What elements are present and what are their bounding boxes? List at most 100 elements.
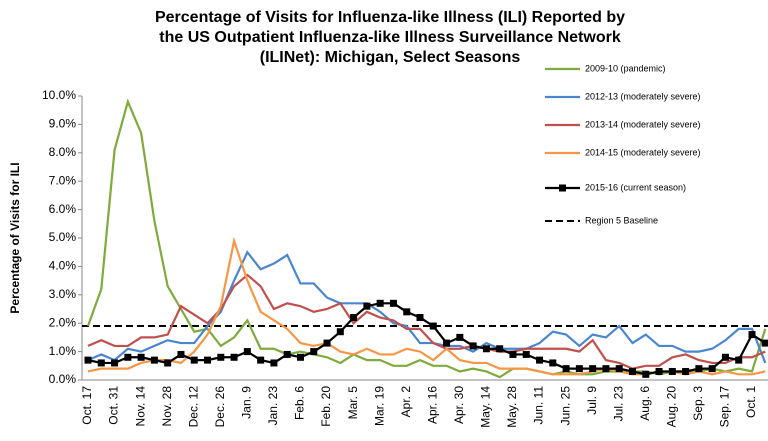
x-tick-label: Jun. 11 [532, 386, 546, 425]
y-tick-label: 7.0% [49, 173, 77, 187]
marker [124, 353, 132, 361]
marker [443, 339, 451, 347]
series-line [87, 236, 766, 376]
marker [150, 356, 158, 364]
marker [164, 359, 172, 367]
marker [562, 365, 570, 373]
x-tick-label: Sep. 17 [718, 386, 732, 428]
y-tick-label: 6.0% [49, 202, 77, 216]
marker [137, 353, 145, 361]
marker [628, 367, 636, 375]
x-tick-label: Oct. 1 [744, 386, 758, 418]
marker [376, 299, 384, 307]
x-tick-label: Jul. 9 [585, 386, 599, 415]
marker [695, 365, 703, 373]
marker [97, 359, 105, 367]
marker [429, 322, 437, 330]
y-tick-label: 1.0% [49, 344, 77, 358]
x-tick-label: Apr. 2 [399, 386, 413, 418]
marker [655, 367, 663, 375]
marker [496, 345, 504, 353]
x-tick-label: Dec. 12 [186, 386, 200, 428]
series-line [87, 302, 766, 376]
y-axis-label: Percentage of Visits for ILI [8, 162, 22, 313]
legend-text: 2012-13 (moderately severe) [585, 91, 701, 101]
y-tick-label: 8.0% [49, 145, 77, 159]
marker [642, 370, 650, 378]
x-tick-label: Aug. 6 [638, 386, 652, 421]
marker [668, 367, 676, 375]
x-tick-label: Dec. 26 [213, 386, 227, 428]
marker [283, 350, 291, 358]
marker [456, 333, 464, 341]
x-tick-label: Jul. 23 [611, 386, 625, 422]
marker [257, 356, 265, 364]
marker [735, 356, 743, 364]
y-tick-label: 5.0% [49, 230, 77, 244]
marker [204, 356, 212, 364]
marker [84, 356, 92, 364]
x-tick-label: Nov. 28 [160, 386, 174, 427]
series-line [87, 273, 766, 370]
legend-text: Region 5 Baseline [585, 215, 658, 225]
x-tick-label: Feb. 6 [293, 386, 307, 420]
marker [310, 348, 318, 356]
marker [230, 353, 238, 361]
marker [416, 314, 424, 322]
marker [575, 365, 583, 373]
marker [323, 339, 331, 347]
marker [190, 356, 198, 364]
marker [536, 356, 544, 364]
marker [482, 345, 490, 353]
x-tick-label: May. 28 [505, 386, 519, 428]
marker [748, 331, 756, 339]
marker [509, 350, 517, 358]
series-line [87, 250, 767, 364]
x-tick-label: Nov. 14 [133, 386, 147, 427]
marker [389, 299, 397, 307]
marker [708, 365, 716, 373]
y-tick-label: 10.0% [42, 88, 76, 102]
x-tick-label: Jan. 23 [266, 386, 280, 426]
marker [682, 367, 690, 375]
x-tick-label: Aug. 20 [664, 386, 678, 428]
x-tick-label: Sep. 3 [691, 386, 705, 421]
x-tick-label: May. 14 [479, 386, 493, 428]
y-tick-label: 2.0% [49, 315, 77, 329]
marker [336, 328, 344, 336]
x-tick-label: Feb. 20 [319, 386, 333, 427]
legend-text: 2009-10 (pandemic) [585, 63, 666, 73]
marker [350, 314, 358, 322]
marker [761, 339, 768, 347]
legend-marker [559, 184, 566, 192]
x-tick-label: Jun. 25 [558, 386, 572, 426]
marker [270, 359, 278, 367]
x-tick-label: Mar. 19 [372, 386, 386, 426]
marker [177, 350, 185, 358]
y-tick-label: 4.0% [49, 259, 77, 273]
marker [469, 342, 477, 350]
y-tick-label: 3.0% [49, 287, 77, 301]
chart-title: (ILINet): Michigan, Select Seasons [260, 49, 521, 66]
marker [615, 365, 623, 373]
x-tick-label: Oct. 17 [80, 386, 94, 425]
marker [217, 353, 225, 361]
marker [589, 365, 597, 373]
marker [602, 365, 610, 373]
marker [549, 359, 557, 367]
x-tick-label: Jan. 9 [240, 386, 254, 419]
x-tick-label: Apr. 16 [425, 386, 439, 424]
chart-title: the US Outpatient Influenza-like Illness… [159, 29, 621, 46]
marker [522, 350, 530, 358]
chart-title: Percentage of Visits for Influenza-like … [155, 9, 625, 26]
x-tick-label: Apr. 30 [452, 386, 466, 424]
marker [243, 348, 251, 356]
y-tick-label: 0.0% [49, 372, 77, 386]
x-tick-label: Oct. 31 [107, 386, 121, 425]
x-tick-label: Mar. 5 [346, 386, 360, 420]
marker [403, 308, 411, 316]
marker [363, 302, 371, 310]
marker [721, 353, 729, 361]
legend-text: 2014-15 (moderately severe) [585, 147, 701, 157]
